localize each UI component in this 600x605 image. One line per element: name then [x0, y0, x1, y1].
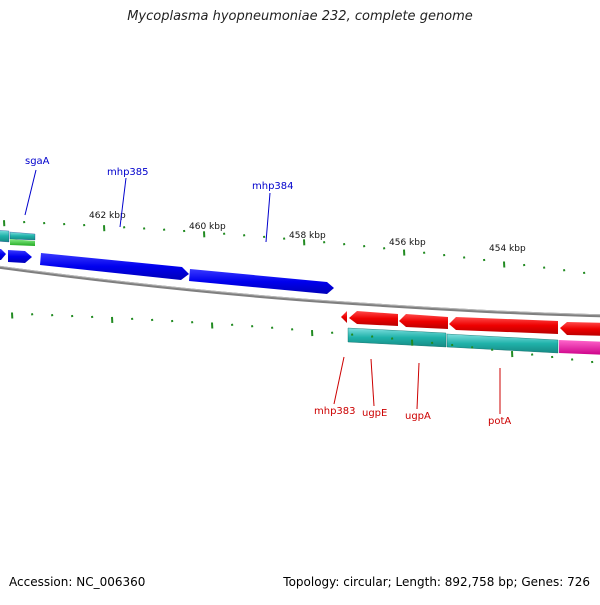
reverse-gene-arrow	[349, 311, 398, 326]
map-title: Mycoplasma hyopneumoniae 232, complete g…	[0, 9, 600, 24]
reverse-gene-arrow	[560, 322, 600, 336]
gene-label-mhp385[interactable]: mhp385	[107, 167, 149, 178]
forward-gene-arrow	[8, 250, 32, 263]
scale-labels: 462 kbp 460 kbp 458 kbp 456 kbp 454 kbp	[89, 211, 526, 254]
gene-label-leader	[417, 363, 419, 409]
gene-label-mhp383[interactable]: mhp383	[314, 406, 356, 417]
gene-label-potA[interactable]: potA	[488, 416, 511, 427]
reverse-gene-labels: mhp383 ugpE ugpA potA	[314, 357, 511, 427]
accession-text: Accession: NC_006360	[9, 575, 145, 589]
gene-label-leader	[266, 193, 270, 242]
reverse-cds-bar	[348, 328, 446, 347]
forward-cds-bar	[10, 232, 35, 240]
gene-label-leader	[371, 359, 374, 406]
scale-label: 454 kbp	[489, 244, 526, 254]
scale-label: 460 kbp	[189, 222, 226, 232]
forward-gene-arrow	[0, 249, 6, 260]
gene-label-leader	[25, 170, 36, 215]
reverse-gene-arrow	[449, 317, 558, 334]
gene-label-leader	[334, 357, 344, 404]
reverse-misc-bar	[559, 340, 600, 355]
gene-label-ugpE[interactable]: ugpE	[362, 408, 387, 419]
reverse-gene-arrow	[341, 311, 347, 323]
reverse-cds-bar	[447, 334, 558, 353]
forward-cds-bar	[0, 230, 9, 242]
gene-label-mhp384[interactable]: mhp384	[252, 181, 294, 192]
gene-label-ugpA[interactable]: ugpA	[405, 411, 431, 422]
genome-summary-text: Topology: circular; Length: 892,758 bp; …	[283, 575, 590, 589]
forward-misc-bar	[10, 239, 35, 246]
gene-label-sgaA[interactable]: sgaA	[25, 156, 50, 167]
forward-gene-labels: sgaA mhp385 mhp384	[25, 156, 294, 242]
scale-label: 456 kbp	[389, 238, 426, 248]
reverse-gene-arrow	[399, 314, 448, 329]
forward-gene-arrow	[189, 269, 334, 294]
scale-label: 458 kbp	[289, 231, 326, 241]
